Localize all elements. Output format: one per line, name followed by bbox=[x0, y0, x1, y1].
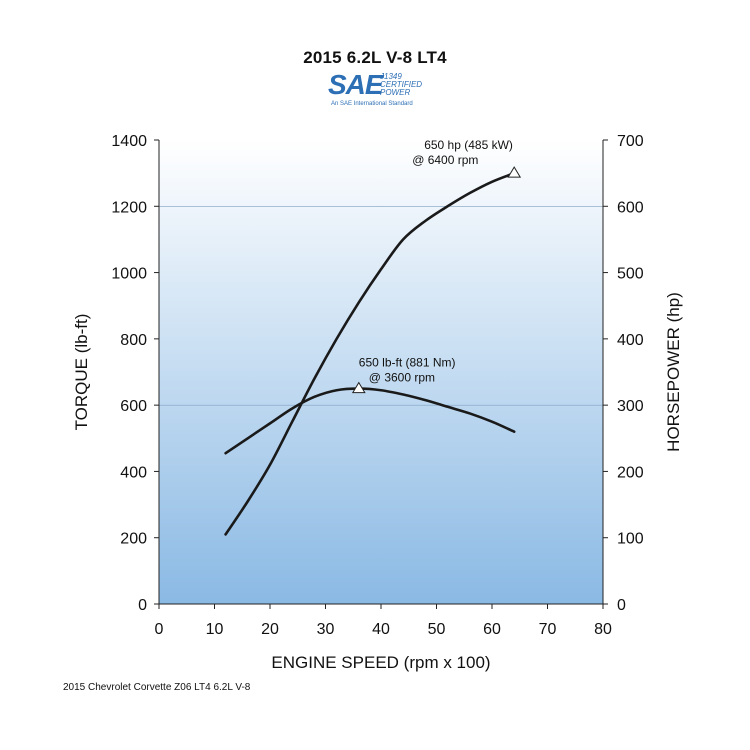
sae-line-3: POWER bbox=[380, 88, 411, 97]
sae-standard-text: An SAE International Standard bbox=[331, 101, 413, 107]
y-left-tick-label: 400 bbox=[120, 464, 147, 481]
x-tick-label: 40 bbox=[372, 621, 390, 638]
peak-horsepower-marker bbox=[507, 166, 522, 178]
y-right-tick-label: 100 bbox=[617, 531, 644, 548]
x-tick-label: 70 bbox=[539, 621, 557, 638]
sae-certification-logo: SAE J1349 CERTIFIED POWER An SAE Interna… bbox=[328, 70, 428, 110]
y-right-tick-label: 0 bbox=[617, 597, 626, 614]
sae-line-2: CERTIFIED bbox=[380, 80, 423, 89]
peak-torque-marker bbox=[351, 381, 366, 394]
axes-group bbox=[154, 139, 608, 609]
x-axis-label: ENGINE SPEED (rpm x 100) bbox=[271, 653, 490, 672]
sae-logo-lines: J1349 CERTIFIED POWER bbox=[380, 73, 422, 97]
sae-line-1: J1349 bbox=[380, 72, 402, 81]
y-left-tick-label: 1400 bbox=[111, 133, 147, 150]
y-right-axis-label: HORSEPOWER (hp) bbox=[664, 292, 683, 452]
y-left-tick-label: 600 bbox=[120, 398, 147, 415]
y-right-tick-label: 700 bbox=[617, 133, 644, 150]
y-right-tick-label: 400 bbox=[617, 332, 644, 349]
y-left-tick-label: 200 bbox=[120, 531, 147, 548]
torque-curve bbox=[224, 387, 516, 455]
y-right-tick-label: 500 bbox=[617, 266, 644, 283]
horsepower-annotation-line: @ 6400 rpm bbox=[412, 153, 478, 167]
footnote: 2015 Chevrolet Corvette Z06 LT4 6.2L V-8 bbox=[63, 682, 251, 693]
x-tick-label: 80 bbox=[594, 621, 612, 638]
x-tick-label: 30 bbox=[317, 621, 335, 638]
y-left-tick-label: 0 bbox=[138, 597, 147, 614]
y-right-tick-label: 300 bbox=[617, 398, 644, 415]
chart-title: 2015 6.2L V-8 LT4 bbox=[303, 48, 447, 67]
y-left-axis-label: TORQUE (lb-ft) bbox=[72, 314, 91, 431]
x-tick-label: 0 bbox=[155, 621, 164, 638]
torque-annotation-line: 650 lb-ft (881 Nm) bbox=[359, 356, 456, 370]
y-left-tick-label: 1000 bbox=[111, 266, 147, 283]
x-tick-label: 20 bbox=[261, 621, 279, 638]
y-right-tick-label: 600 bbox=[617, 199, 644, 216]
gridlines bbox=[159, 205, 603, 406]
x-tick-label: 50 bbox=[428, 621, 446, 638]
sae-mark: SAE bbox=[328, 69, 384, 100]
y-left-tick-label: 1200 bbox=[111, 199, 147, 216]
y-right-tick-label: 200 bbox=[617, 464, 644, 481]
horsepower-annotation-line: 650 hp (485 kW) bbox=[424, 138, 513, 152]
horsepower-curve bbox=[224, 171, 516, 536]
labels-group: 0200400600800100012001400010020030040050… bbox=[72, 133, 683, 672]
y-left-tick-label: 800 bbox=[120, 332, 147, 349]
plot-area-background bbox=[159, 140, 603, 604]
torque-annotation-line: @ 3600 rpm bbox=[369, 371, 435, 385]
x-tick-label: 60 bbox=[483, 621, 501, 638]
x-tick-label: 10 bbox=[206, 621, 224, 638]
series-group bbox=[224, 166, 522, 536]
